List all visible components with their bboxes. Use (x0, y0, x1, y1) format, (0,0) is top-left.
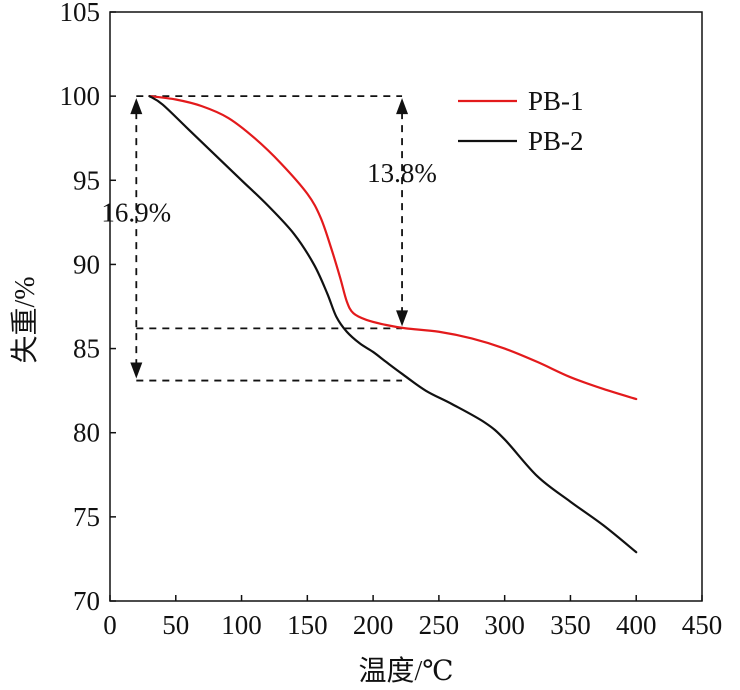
y-tick-label: 105 (60, 0, 101, 27)
x-tick-label: 350 (550, 610, 591, 640)
annotation-arrow-head-down (130, 362, 143, 379)
x-tick-label: 100 (221, 610, 262, 640)
annotation-arrow-head-up (130, 98, 143, 115)
annotation-arrow-head-down (396, 310, 409, 327)
series-line-pb-1 (148, 95, 638, 401)
series-line-pb-2 (148, 95, 638, 554)
y-tick-label: 70 (73, 586, 100, 616)
y-tick-label: 90 (73, 249, 100, 279)
x-tick-label: 0 (103, 610, 117, 640)
y-tick-label: 80 (73, 418, 100, 448)
legend-label: PB-1 (528, 86, 584, 116)
y-tick-label: 100 (60, 81, 101, 111)
x-tick-label: 200 (353, 610, 394, 640)
x-tick-label: 150 (287, 610, 328, 640)
y-tick-label: 75 (73, 502, 100, 532)
x-tick-label: 400 (616, 610, 657, 640)
annotation-arrow-head-up (396, 98, 409, 115)
x-tick-label: 450 (682, 610, 723, 640)
annotation-label: 16.9% (101, 197, 171, 227)
plot-frame (109, 11, 703, 602)
annotation-label: 13.8% (367, 158, 437, 188)
x-tick-label: 300 (484, 610, 525, 640)
legend-label: PB-2 (528, 126, 584, 156)
y-tick-label: 85 (73, 334, 100, 364)
y-tick-label: 95 (73, 165, 100, 195)
x-tick-label: 50 (162, 610, 189, 640)
y-axis-title: 失重/% (9, 276, 41, 363)
x-tick-label: 250 (419, 610, 460, 640)
x-axis-title: 温度/℃ (358, 655, 453, 687)
